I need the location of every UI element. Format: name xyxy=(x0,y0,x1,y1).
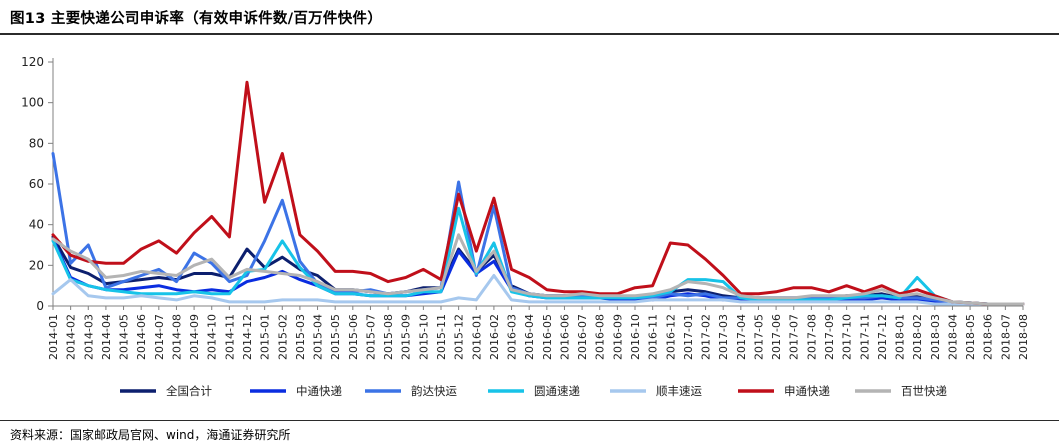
x-tick-label: 2017-09 xyxy=(823,314,836,360)
source-bar: 资料来源：国家邮政局官网、wind，海通证券研究所 xyxy=(0,420,1059,445)
x-tick-label: 2017-11 xyxy=(858,314,871,360)
y-tick-label: 60 xyxy=(29,177,44,191)
y-tick-label: 0 xyxy=(36,299,44,313)
x-tick-label: 2014-08 xyxy=(170,314,183,360)
series-line-6 xyxy=(51,80,1025,306)
x-tick-label: 2016-04 xyxy=(523,314,536,360)
x-tick-label: 2017-08 xyxy=(805,314,818,360)
series-line-4 xyxy=(51,206,1025,306)
x-tick-label: 2015-06 xyxy=(347,314,360,360)
plot-area xyxy=(51,80,1025,306)
title-bar: 图13 主要快递公司申诉率（有效申诉件数/百万件快件） xyxy=(0,0,1059,35)
legend-label: 全国合计 xyxy=(166,384,212,398)
y-tick-label: 40 xyxy=(29,218,44,232)
x-tick-label: 2014-01 xyxy=(47,314,60,360)
legend-label: 圆通速递 xyxy=(534,384,580,398)
x-tick-label: 2017-03 xyxy=(717,314,730,360)
y-axis: 0 20 40 60 80 100 120 xyxy=(21,55,54,313)
source-note: 资料来源：国家邮政局官网、wind，海通证券研究所 xyxy=(10,428,291,442)
x-tick-label: 2014-07 xyxy=(153,314,166,360)
x-tick-label: 2016-03 xyxy=(506,314,519,360)
x-tick-label: 2014-11 xyxy=(223,314,236,360)
x-tick-label: 2015-07 xyxy=(364,314,377,360)
chart-title: 图13 主要快递公司申诉率（有效申诉件数/百万件快件） xyxy=(10,11,383,27)
x-tick-label: 2016-06 xyxy=(558,314,571,360)
x-tick-label: 2016-02 xyxy=(488,314,501,360)
x-tick-label: 2018-04 xyxy=(946,314,959,360)
y-tick-label: 100 xyxy=(21,96,44,110)
x-tick-label: 2018-07 xyxy=(999,314,1012,360)
y-tick-label: 20 xyxy=(29,258,44,272)
x-tick-label: 2015-01 xyxy=(259,314,272,360)
x-tick-label: 2017-04 xyxy=(735,314,748,360)
x-tick-label: 2017-10 xyxy=(841,314,854,360)
x-tick-label: 2018-03 xyxy=(929,314,942,360)
x-tick-label: 2017-01 xyxy=(682,314,695,360)
legend-label: 顺丰速运 xyxy=(656,384,702,398)
x-tick-label: 2016-05 xyxy=(541,314,554,360)
x-tick-label: 2017-05 xyxy=(752,314,765,360)
legend-label: 申通快递 xyxy=(784,384,830,398)
x-tick-label: 2015-02 xyxy=(276,314,289,360)
x-tick-label: 2018-02 xyxy=(911,314,924,360)
x-tick-label: 2018-01 xyxy=(894,314,907,360)
x-tick-label: 2015-12 xyxy=(453,314,466,360)
x-tick-label: 2018-06 xyxy=(982,314,995,360)
legend-label: 百世快递 xyxy=(901,384,947,398)
legend-label: 中通快递 xyxy=(296,384,342,398)
x-tick-label: 2015-05 xyxy=(329,314,342,360)
series-line-7 xyxy=(51,233,1025,306)
x-tick-label: 2014-09 xyxy=(188,314,201,360)
x-tick-label: 2014-12 xyxy=(241,314,254,360)
x-tick-label: 2014-06 xyxy=(135,314,148,360)
x-tick-label: 2016-09 xyxy=(611,314,624,360)
x-axis: 2014-01 2014-02 2014-03 2014-04 2014-05 2014-… xyxy=(47,305,1030,360)
x-tick-label: 2016-07 xyxy=(576,314,589,360)
legend: 全国合计 中通快递 韵达快运 圆通速递 顺丰速运 申通快递 百世快递 xyxy=(120,384,947,398)
x-tick-label: 2016-01 xyxy=(470,314,483,360)
x-tick-label: 2014-03 xyxy=(82,314,95,360)
x-tick-label: 2014-05 xyxy=(118,314,131,360)
legend-label: 韵达快运 xyxy=(411,384,457,398)
x-tick-label: 2017-06 xyxy=(770,314,783,360)
x-tick-label: 2015-03 xyxy=(294,314,307,360)
x-tick-label: 2014-02 xyxy=(65,314,78,360)
x-tick-label: 2015-10 xyxy=(417,314,430,360)
x-tick-label: 2016-11 xyxy=(647,314,660,360)
x-tick-label: 2017-02 xyxy=(700,314,713,360)
x-tick-label: 2014-10 xyxy=(206,314,219,360)
x-tick-label: 2016-08 xyxy=(594,314,607,360)
y-tick-label: 120 xyxy=(21,55,44,69)
x-tick-label: 2014-04 xyxy=(100,314,113,360)
x-tick-label: 2015-04 xyxy=(312,314,325,360)
series-line-5 xyxy=(51,274,1025,306)
x-tick-label: 2015-09 xyxy=(400,314,413,360)
x-tick-label: 2016-12 xyxy=(664,314,677,360)
x-tick-label: 2016-10 xyxy=(629,314,642,360)
x-tick-label: 2017-07 xyxy=(788,314,801,360)
x-tick-label: 2015-11 xyxy=(435,314,448,360)
x-tick-label: 2015-08 xyxy=(382,314,395,360)
x-tick-label: 2018-08 xyxy=(1017,314,1030,360)
x-tick-label: 2018-05 xyxy=(964,314,977,360)
x-tick-label: 2017-12 xyxy=(876,314,889,360)
y-tick-label: 80 xyxy=(29,136,44,150)
